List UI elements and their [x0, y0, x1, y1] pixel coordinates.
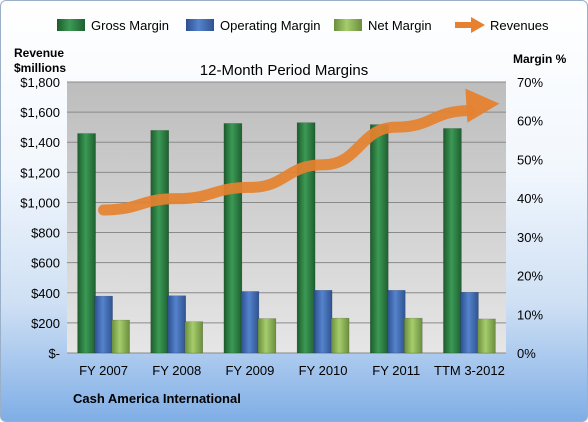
revenue-line [98, 105, 475, 216]
right-tick-label: 20% [517, 269, 543, 284]
revenue-series [98, 88, 500, 216]
bar-series [77, 122, 496, 354]
revenue-arrowhead [465, 88, 500, 123]
left-axis-label-line1: Revenue [14, 46, 64, 60]
right-tick-label: 50% [517, 152, 543, 167]
gross-margin-bar [370, 124, 389, 354]
x-tick-label: FY 2009 [225, 363, 274, 378]
company-name: Cash America International [73, 391, 241, 406]
left-tick-label: $1,200 [20, 165, 60, 180]
net-margin-bar [330, 317, 350, 354]
net-margin-bar [257, 318, 277, 354]
legend-label-operating-margin: Operating Margin [220, 18, 320, 33]
gross-margin-bar [443, 128, 462, 354]
net-margin-bar [184, 321, 203, 354]
right-tick-label: 70% [517, 75, 543, 90]
operating-margin-bar [167, 295, 186, 354]
right-tick-label: 10% [517, 307, 543, 322]
x-tick-label: FY 2008 [152, 363, 201, 378]
legend-swatch-net-margin [334, 19, 362, 31]
operating-margin-bar [313, 290, 333, 354]
gross-margin-bar [77, 133, 96, 354]
right-axis-label: Margin % [513, 52, 567, 66]
operating-margin-bar [460, 291, 479, 354]
left-tick-label: $1,000 [20, 195, 60, 210]
left-tick-label: $1,400 [20, 135, 60, 150]
legend-label-gross-margin: Gross Margin [91, 18, 169, 33]
left-tick-label: $600 [31, 256, 60, 271]
chart-title: 12-Month Period Margins [200, 62, 368, 79]
legend-label-revenues: Revenues [490, 18, 549, 33]
operating-margin-bar [94, 295, 113, 354]
net-margin-bar [477, 318, 496, 354]
x-tick-label: TTM 3-2012 [434, 363, 505, 378]
left-tick-label: $400 [31, 286, 60, 301]
operating-margin-bar [387, 290, 406, 354]
left-tick-label: $1,600 [20, 105, 60, 120]
left-tick-label: $200 [31, 316, 60, 331]
gross-margin-bar [223, 123, 243, 354]
left-tick-label: $- [48, 346, 60, 361]
legend-swatch-gross-margin [57, 19, 85, 31]
legend-swatch-operating-margin [186, 19, 214, 31]
net-margin-bar [111, 319, 130, 354]
x-tick-label: FY 2010 [299, 363, 348, 378]
right-tick-label: 40% [517, 191, 543, 206]
net-margin-bar [404, 317, 423, 354]
legend-label-net-margin: Net Margin [368, 18, 432, 33]
right-tick-label: 60% [517, 114, 543, 129]
operating-margin-bar [240, 291, 260, 354]
left-axis-label-line2: $millions [14, 61, 66, 75]
left-tick-label: $1,800 [20, 75, 60, 90]
legend: Gross Margin Operating Margin Net Margin… [57, 17, 549, 33]
left-tick-label: $800 [31, 226, 60, 241]
x-tick-label: FY 2011 [372, 363, 420, 378]
gross-margin-bar [150, 130, 169, 354]
gross-margin-bar [296, 122, 316, 354]
axis-ticks: $- $200 $400 $600 $800 $1,000 $1,200 $1,400 $1,6… [20, 75, 543, 378]
right-tick-label: 0% [517, 346, 536, 361]
x-tick-label: FY 2007 [79, 363, 128, 378]
plot-area [67, 82, 506, 353]
right-tick-label: 30% [517, 230, 543, 245]
legend-swatch-revenues [455, 17, 485, 33]
